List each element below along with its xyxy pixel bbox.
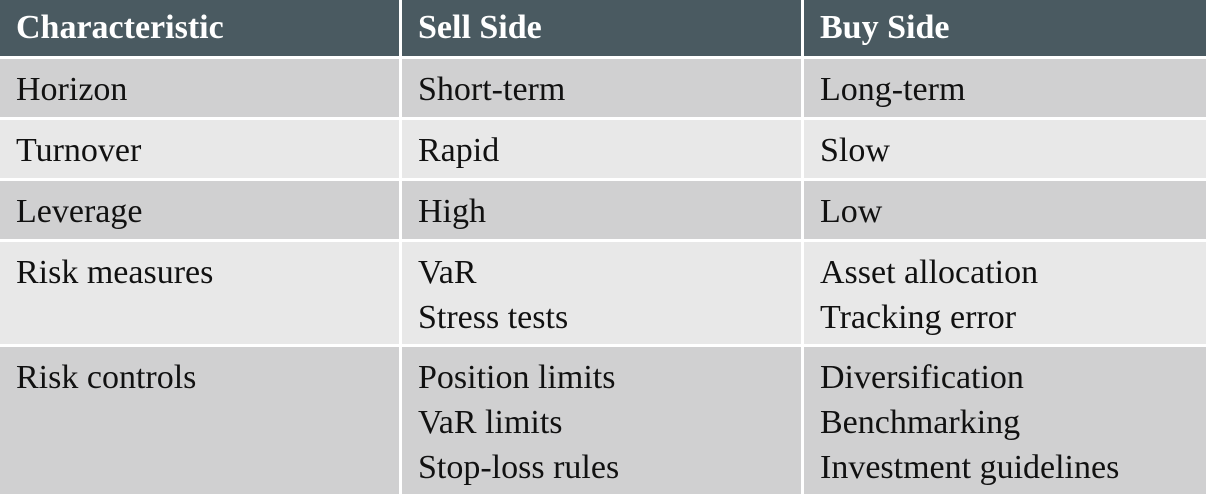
buy-side-line: Tracking error	[820, 299, 1017, 336]
buy-side-cell: Diversification Benchmarking Investment …	[804, 347, 1206, 497]
characteristic-cell: Risk measures	[0, 242, 402, 347]
header-buy-side: Buy Side	[804, 0, 1206, 59]
sell-side-cell: VaR Stress tests	[402, 242, 804, 347]
buy-side-line: Investment guidelines	[820, 449, 1120, 486]
sell-side-line: Rapid	[418, 132, 500, 169]
header-row: Characteristic Sell Side Buy Side	[0, 0, 1206, 59]
sell-side-line: High	[418, 193, 486, 230]
sell-side-cell: Position limits VaR limits Stop-loss rul…	[402, 347, 804, 497]
sell-side-line: Short-term	[418, 71, 566, 108]
sell-side-line: Stop-loss rules	[418, 449, 620, 486]
characteristic-cell: Horizon	[0, 59, 402, 120]
buy-side-line: Diversification	[820, 359, 1024, 396]
header-sell-side: Sell Side	[402, 0, 804, 59]
characteristic-cell: Turnover	[0, 120, 402, 181]
table-row: Horizon Short-term Long-term	[0, 59, 1206, 120]
buy-side-line: Low	[820, 193, 883, 230]
buy-side-cell: Asset allocation Tracking error	[804, 242, 1206, 347]
characteristic-cell: Leverage	[0, 181, 402, 242]
table-row: Leverage High Low	[0, 181, 1206, 242]
characteristic-cell: Risk controls	[0, 347, 402, 497]
buy-side-line: Long-term	[820, 71, 966, 108]
sell-side-line: Stress tests	[418, 299, 569, 336]
buy-side-cell: Low	[804, 181, 1206, 242]
header-characteristic: Characteristic	[0, 0, 402, 59]
buy-side-line: Benchmarking	[820, 404, 1021, 441]
sell-side-line: Position limits	[418, 359, 616, 396]
table-row: Risk measures VaR Stress tests Asset all…	[0, 242, 1206, 347]
sell-side-cell: Short-term	[402, 59, 804, 120]
buy-side-cell: Long-term	[804, 59, 1206, 120]
table-row: Risk controls Position limits VaR limits…	[0, 347, 1206, 497]
sell-side-line: VaR	[418, 254, 477, 291]
sell-side-cell: Rapid	[402, 120, 804, 181]
sell-side-cell: High	[402, 181, 804, 242]
buy-side-line: Asset allocation	[820, 254, 1039, 291]
buy-side-cell: Slow	[804, 120, 1206, 181]
table-row: Turnover Rapid Slow	[0, 120, 1206, 181]
buy-side-line: Slow	[820, 132, 890, 169]
sell-side-line: VaR limits	[418, 404, 563, 441]
